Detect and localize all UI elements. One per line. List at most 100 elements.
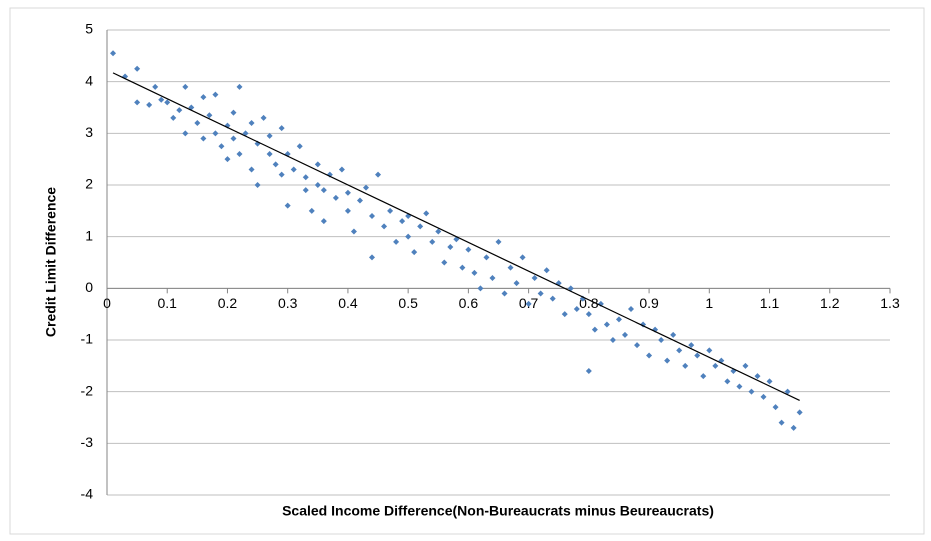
x-tick-label: 0.4: [338, 295, 358, 311]
x-tick-label: 1.1: [760, 295, 780, 311]
point: [772, 404, 779, 411]
x-tick-label: 0.9: [639, 295, 659, 311]
point: [134, 99, 141, 106]
point: [224, 156, 231, 163]
point: [266, 151, 273, 157]
point: [591, 326, 598, 333]
point: [212, 91, 219, 98]
point: [236, 151, 243, 157]
y-tick-label: -4: [81, 486, 94, 502]
point: [670, 331, 677, 338]
point: [609, 337, 616, 343]
point: [513, 280, 520, 287]
point: [658, 337, 665, 343]
point: [362, 184, 369, 191]
point: [218, 143, 225, 150]
point: [332, 194, 339, 201]
point: [302, 187, 309, 194]
y-tick-label: 4: [85, 72, 93, 88]
point: [170, 114, 177, 121]
point: [507, 264, 514, 271]
point: [176, 107, 183, 114]
point: [248, 120, 255, 126]
point: [585, 311, 592, 318]
point: [272, 161, 279, 168]
x-tick-label: 0.2: [218, 295, 238, 311]
point: [766, 378, 773, 385]
point: [429, 238, 436, 245]
point: [646, 352, 653, 359]
point: [182, 130, 189, 137]
x-tick-label: 1: [705, 295, 713, 311]
x-tick-label: 0.6: [459, 295, 479, 311]
chart-border: [9, 7, 925, 535]
point: [664, 357, 671, 364]
point: [314, 161, 321, 168]
point: [194, 120, 201, 126]
point: [519, 254, 526, 261]
trendline: [112, 72, 800, 401]
x-tick-label: 0.3: [278, 295, 298, 311]
point: [483, 254, 490, 261]
point: [754, 373, 761, 380]
point: [369, 254, 376, 261]
point: [393, 238, 400, 245]
point: [260, 114, 267, 121]
point: [320, 218, 327, 225]
point: [790, 424, 797, 431]
point: [615, 316, 622, 323]
point: [302, 174, 309, 181]
point: [778, 419, 785, 426]
point: [682, 362, 689, 369]
point: [417, 223, 424, 230]
point: [573, 306, 580, 312]
y-tick-label: -1: [81, 331, 94, 347]
point: [248, 166, 255, 173]
point: [296, 143, 303, 150]
point: [411, 249, 418, 256]
point: [314, 182, 321, 188]
point: [477, 285, 484, 292]
point: [158, 96, 165, 103]
point: [206, 112, 213, 119]
point: [501, 290, 508, 297]
point: [405, 233, 412, 240]
point: [447, 244, 454, 250]
point: [284, 202, 291, 209]
point: [471, 269, 478, 276]
point: [706, 347, 713, 354]
point: [700, 373, 707, 380]
point: [146, 101, 153, 108]
y-tick-label: 1: [85, 227, 93, 243]
point: [435, 228, 442, 235]
point: [712, 362, 719, 369]
point: [230, 109, 237, 116]
point: [736, 383, 743, 390]
point: [760, 393, 767, 400]
point: [459, 264, 466, 271]
point: [441, 259, 448, 266]
point: [585, 368, 592, 374]
point: [537, 290, 544, 297]
point: [748, 388, 755, 395]
point: [266, 132, 273, 139]
point: [236, 83, 243, 90]
x-tick-label: 0.5: [398, 295, 418, 311]
point: [676, 347, 683, 354]
point: [621, 331, 628, 338]
point: [688, 342, 695, 349]
y-tick-label: 5: [85, 21, 93, 37]
point: [543, 267, 550, 274]
point: [369, 213, 376, 219]
point: [164, 99, 171, 106]
x-tick-label: 1.2: [820, 295, 840, 311]
y-tick-label: -2: [81, 382, 94, 398]
point: [350, 228, 357, 235]
y-axis-title: Credit Limit Difference: [43, 187, 59, 337]
point: [399, 218, 406, 225]
point: [694, 352, 701, 359]
y-tick-label: 2: [85, 176, 93, 192]
point: [784, 388, 791, 395]
point: [290, 166, 297, 173]
